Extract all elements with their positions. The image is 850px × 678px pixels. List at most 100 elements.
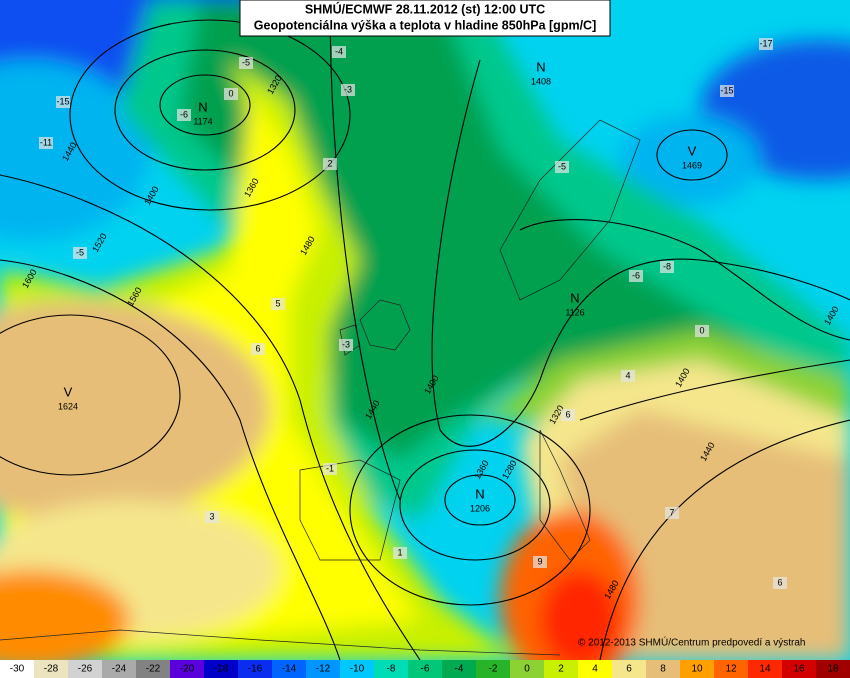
legend-color <box>238 660 272 678</box>
legend-tick-label: -10 <box>350 664 365 675</box>
legend-tick-label: -8 <box>387 664 396 675</box>
legend-tick-label: 0 <box>524 664 530 675</box>
legend-tick-label: -14 <box>282 664 297 675</box>
legend-tick-label: -18 <box>214 664 229 675</box>
temp-label: -5 <box>242 57 250 67</box>
legend-color <box>0 660 34 678</box>
temp-label-box <box>629 270 643 282</box>
legend-color <box>646 660 680 678</box>
temp-label: -15 <box>720 85 733 95</box>
temp-label: 3 <box>209 511 214 521</box>
temp-label-box <box>759 38 773 50</box>
legend-tick-label: 16 <box>793 664 805 675</box>
temp-label-box <box>339 339 353 351</box>
temp-label-box <box>224 88 238 100</box>
legend-color <box>408 660 442 678</box>
legend-tick-label: -30 <box>10 664 25 675</box>
center-value: 1408 <box>531 76 551 86</box>
temp-label-box <box>271 298 285 310</box>
temp-label: 7 <box>669 507 674 517</box>
coastlines <box>0 119 641 656</box>
legend-tick-label: -20 <box>180 664 195 675</box>
temp-label-box <box>665 507 679 519</box>
legend-color <box>306 660 340 678</box>
temp-label: 4 <box>625 370 630 380</box>
legend-color <box>544 660 578 678</box>
map-title: SHMÚ/ECMWF 28.11.2012 (st) 12:00 UTC <box>305 1 545 16</box>
temp-label: -6 <box>180 109 188 119</box>
legend-tick-label: 2 <box>558 664 564 675</box>
legend-color <box>816 660 850 678</box>
legend-color <box>374 660 408 678</box>
legend-tick-label: 10 <box>691 664 703 675</box>
legend-color <box>782 660 816 678</box>
temp-label: 6 <box>565 409 570 419</box>
temp-label: -3 <box>344 84 352 94</box>
legend-tick-label: -4 <box>455 664 464 675</box>
temp-label-box <box>332 46 346 58</box>
temp-label-box <box>555 161 569 173</box>
center-value: 1624 <box>58 401 78 411</box>
legend-color <box>170 660 204 678</box>
temp-label: -3 <box>342 339 350 349</box>
temp-label-box <box>720 85 734 97</box>
temp-label-box <box>695 325 709 337</box>
temp-label: -15 <box>56 96 69 106</box>
center-letter: N <box>536 59 545 74</box>
legend-color <box>340 660 374 678</box>
center-letter: N <box>475 486 484 501</box>
legend-tick-label: -22 <box>146 664 161 675</box>
temp-label-box <box>205 511 219 523</box>
legend-tick-label: -2 <box>489 664 498 675</box>
legend-color <box>748 660 782 678</box>
temp-label: 6 <box>255 343 260 353</box>
legend-tick-label: -28 <box>44 664 59 675</box>
legend-color <box>476 660 510 678</box>
legend-tick-label: 18 <box>827 664 839 675</box>
temp-label-box <box>393 547 407 559</box>
center-value: 1469 <box>682 160 702 170</box>
legend-tick-label: 8 <box>660 664 666 675</box>
map-subtitle: Geopotenciálna výška a teplota v hladine… <box>254 18 596 32</box>
legend-color <box>136 660 170 678</box>
temp-label-box <box>323 463 337 475</box>
title-box <box>239 0 611 37</box>
temp-label: -17 <box>759 38 772 48</box>
copyright: © 2012-2013 SHMÚ/Centrum predpovedí a vý… <box>578 636 805 649</box>
temp-label: -5 <box>76 247 84 257</box>
temp-label-box <box>323 158 337 170</box>
legend-color <box>442 660 476 678</box>
legend-color <box>68 660 102 678</box>
legend-color <box>510 660 544 678</box>
geopotential-contours <box>0 0 850 660</box>
temp-label: 0 <box>228 88 233 98</box>
legend-tick-label: 14 <box>759 664 771 675</box>
temp-label: 6 <box>777 577 782 587</box>
temp-label: 0 <box>699 325 704 335</box>
center-value: 1126 <box>565 307 584 317</box>
legend-tick-label: -6 <box>421 664 430 675</box>
temp-label: -4 <box>335 46 343 56</box>
legend-color <box>578 660 612 678</box>
temp-label-box <box>341 84 355 96</box>
legend-tick-label: -24 <box>112 664 127 675</box>
legend-color <box>612 660 646 678</box>
temp-label: 5 <box>275 298 280 308</box>
center-letter: N <box>570 290 579 305</box>
temp-label: -11 <box>40 137 52 147</box>
legend-color <box>204 660 238 678</box>
temp-label: -1 <box>326 463 334 473</box>
legend-tick-label: -12 <box>316 664 331 675</box>
legend-tick-label: -26 <box>78 664 93 675</box>
legend-tick-label: -16 <box>248 664 263 675</box>
temp-label-box <box>239 57 253 69</box>
temp-label-box <box>73 247 87 259</box>
legend-color <box>272 660 306 678</box>
temp-label-box <box>177 109 191 121</box>
temp-label: 9 <box>537 556 542 566</box>
temp-label-box <box>561 409 575 421</box>
temp-label: 2 <box>327 158 332 168</box>
temp-label-box <box>660 261 674 273</box>
temp-label: -8 <box>663 261 671 271</box>
